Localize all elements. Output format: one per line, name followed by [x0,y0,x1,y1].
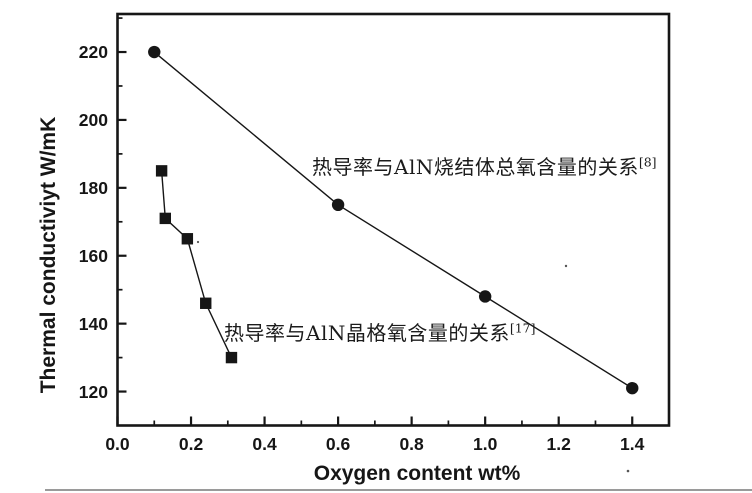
x-tick-label: 1.2 [546,434,571,454]
series-annotation-total-oxygen-text: 热导率与AlN烧结体总氧含量的关系 [312,155,639,179]
data-point-circle [478,290,492,303]
y-tick-label: 140 [78,313,108,334]
y-axis-title: Thermal conductiviyt W/mK [37,116,60,394]
series-annotation-lattice-oxygen-ref: [17] [509,320,536,336]
data-point-square [200,297,212,309]
y-tick-label: 220 [78,42,108,63]
series-annotation-total-oxygen: 热导率与AlN烧结体总氧含量的关系[8] [312,151,657,180]
scan-speck [196,240,200,244]
scan-speck [626,469,630,473]
data-point-square [225,351,238,364]
data-point-circle [626,381,639,395]
y-tick-label: 160 [78,245,108,266]
x-tick-label: 0.4 [252,434,277,454]
data-point-square [159,212,171,225]
x-tick-label: 0.2 [178,434,204,454]
y-tick-label: 200 [78,109,108,130]
scan-page-edge-line [45,489,752,491]
x-tick-label: 1.4 [620,434,645,454]
scan-speck [564,264,568,268]
data-point-circle [148,45,161,59]
data-point-square [181,233,194,245]
x-tick-label: 1.0 [472,434,498,454]
x-tick-label: 0.0 [105,434,130,454]
series-annotation-lattice-oxygen-text: 热导率与AlN晶格氧含量的关系 [224,321,510,345]
plot-border [116,12,671,427]
y-tick-label: 180 [78,177,108,198]
series-annotation-lattice-oxygen: 热导率与AlN晶格氧含量的关系[17] [224,317,536,346]
data-point-square [155,165,168,177]
series-line-0 [153,51,633,389]
y-tick-label: 120 [78,381,108,402]
x-axis-title: Oxygen content wt% [313,462,521,485]
series-annotation-total-oxygen-ref: [8] [638,154,657,170]
x-tick-label: 0.8 [399,434,424,454]
x-tick-label: 0.6 [325,434,351,454]
data-point-circle [331,198,345,212]
series-line-1 [160,170,233,358]
